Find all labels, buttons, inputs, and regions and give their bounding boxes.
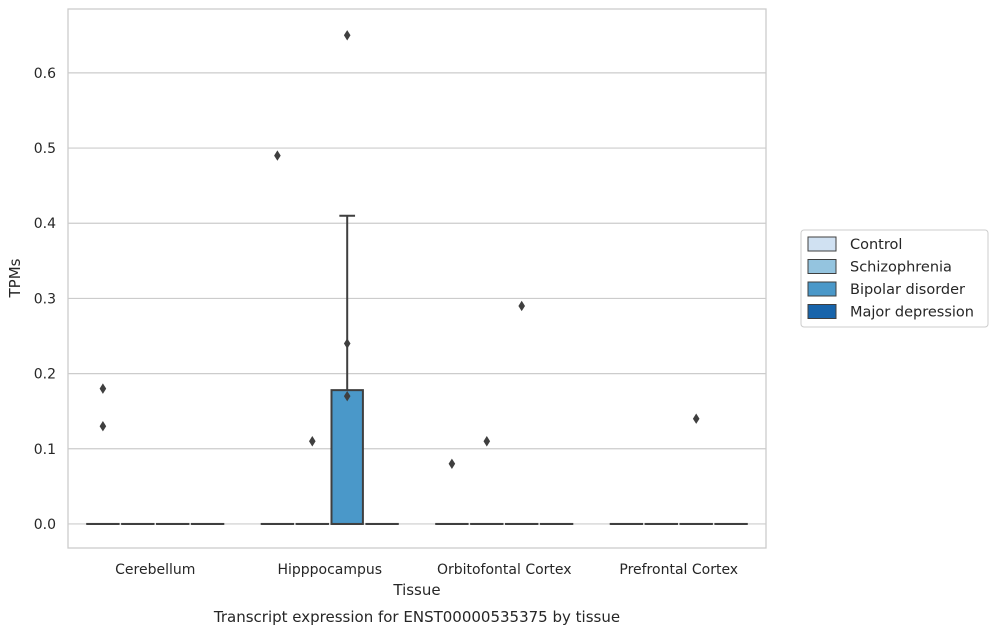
legend-swatch: [807, 281, 837, 297]
y-tick-label: 0.1: [34, 442, 56, 458]
legend: Control Schizophrenia Bipolar disorder Majo…: [800, 229, 989, 328]
legend-swatch: [807, 236, 837, 252]
legend-swatch: [807, 259, 837, 274]
outlier-point: [309, 436, 316, 447]
x-tick-label: Hipppocampus: [277, 562, 382, 578]
y-tick-label: 0.5: [34, 141, 56, 157]
outlier-point: [483, 436, 491, 447]
legend-label: Control: [850, 237, 902, 253]
outlier-point: [99, 421, 107, 432]
y-tick-label: 0.2: [34, 367, 56, 383]
legend-items: Control Schizophrenia Bipolar disorder Majo…: [807, 236, 974, 321]
outlier-point: [99, 383, 107, 394]
x-tick-label: Orbitofontal Cortex: [437, 562, 572, 578]
outlier-point: [274, 150, 281, 161]
outlier-point: [343, 30, 351, 41]
legend-frame: [800, 229, 989, 328]
y-tick-label: 0.0: [34, 517, 56, 533]
outlier-point: [692, 413, 700, 424]
outlier-point: [343, 338, 351, 349]
box-hipppocampus-bipolar-disorder: [330, 214, 364, 525]
y-tick-label: 0.4: [34, 216, 56, 232]
x-tick-label: Prefrontal Cortex: [619, 562, 738, 578]
y-axis-ticks: 0.0 0.1 0.2 0.3 0.4 0.5 0.6: [34, 66, 56, 533]
legend-label: Major depression: [850, 305, 974, 321]
y-tick-label: 0.3: [34, 291, 56, 307]
plot-area-frame: [67, 8, 767, 549]
outlier-point: [518, 300, 525, 312]
legend-label: Schizophrenia: [850, 260, 952, 276]
boxes: [86, 214, 748, 525]
x-axis-ticks: Cerebellum Hipppocampus Orbitofontal Corte…: [115, 562, 738, 578]
legend-swatch: [807, 304, 837, 319]
box-body: [330, 389, 364, 525]
y-tick-label: 0.6: [34, 66, 56, 82]
outlier-point: [343, 390, 351, 402]
y-axis-label: TPMs: [6, 258, 24, 298]
x-axis-label: Tissue: [392, 581, 440, 599]
gridlines: [68, 72, 766, 525]
x-tick-label: Cerebellum: [115, 562, 195, 578]
legend-label: Bipolar disorder: [850, 282, 965, 298]
outlier-point: [448, 458, 456, 470]
chart-caption: Transcript expression for ENST0000053537…: [213, 608, 620, 626]
outliers: [99, 30, 700, 470]
